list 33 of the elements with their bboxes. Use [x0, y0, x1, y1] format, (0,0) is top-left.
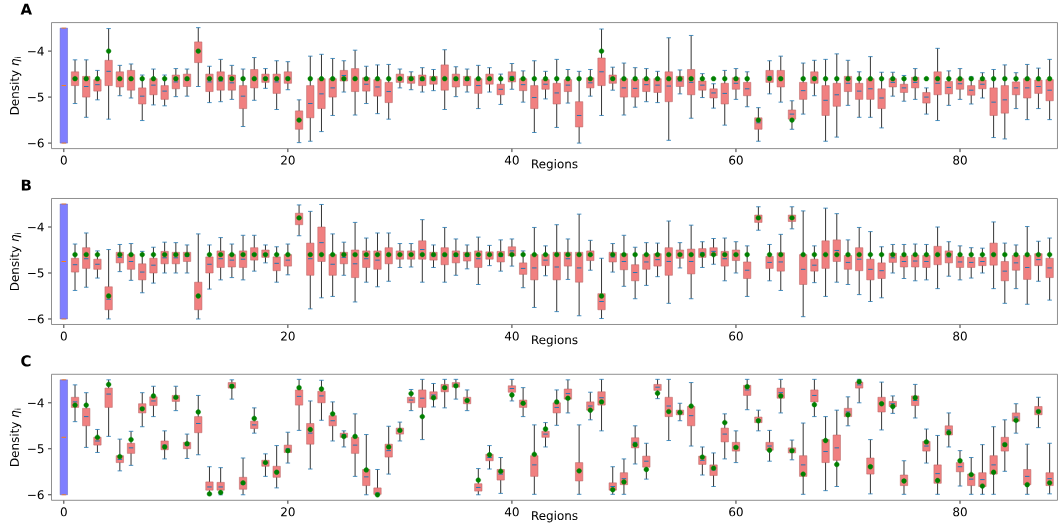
x-tick-label: 80 — [953, 507, 967, 517]
x-tick-label: 0 — [60, 507, 67, 517]
y-tick-label: −5 — [28, 268, 44, 278]
y-tick-label: −6 — [28, 314, 44, 324]
chart-title: B — [21, 179, 31, 191]
y-axis-title: Density η$_{i}$ — [9, 408, 22, 466]
x-tick-label: 60 — [729, 507, 743, 517]
y-tick-label: −4 — [28, 46, 44, 56]
y-axis-title: Density η$_{i}$ — [9, 232, 22, 291]
x-tick-label: 40 — [504, 155, 519, 165]
x-axis-title: Regions — [532, 159, 578, 171]
y-tick-label: −5 — [28, 92, 44, 102]
x-axis-title: Regions — [532, 510, 578, 523]
x-tick-label: 40 — [504, 507, 519, 517]
y-tick-label: −6 — [28, 138, 44, 148]
x-tick-label: 80 — [953, 331, 967, 341]
x-tick-label: 20 — [281, 155, 295, 165]
y-axis-title: Density η$_{i}$ — [9, 57, 22, 115]
y-tick-label: −4 — [28, 222, 44, 232]
x-tick-label: 60 — [729, 155, 743, 165]
y-tick-label: −6 — [28, 490, 44, 500]
x-tick-label: 0 — [60, 155, 67, 165]
x-tick-label: 80 — [953, 155, 967, 165]
x-axis-title: Regions — [532, 335, 578, 347]
x-tick-label: 20 — [281, 507, 295, 517]
chart-title: C — [21, 355, 31, 367]
chart-title: A — [20, 3, 32, 15]
x-tick-label: 60 — [729, 331, 743, 341]
y-tick-label: −4 — [28, 398, 44, 408]
y-tick-label: −5 — [28, 444, 44, 454]
x-tick-label: 20 — [281, 331, 295, 341]
x-tick-label: 40 — [504, 331, 519, 341]
x-tick-label: 0 — [60, 331, 67, 341]
